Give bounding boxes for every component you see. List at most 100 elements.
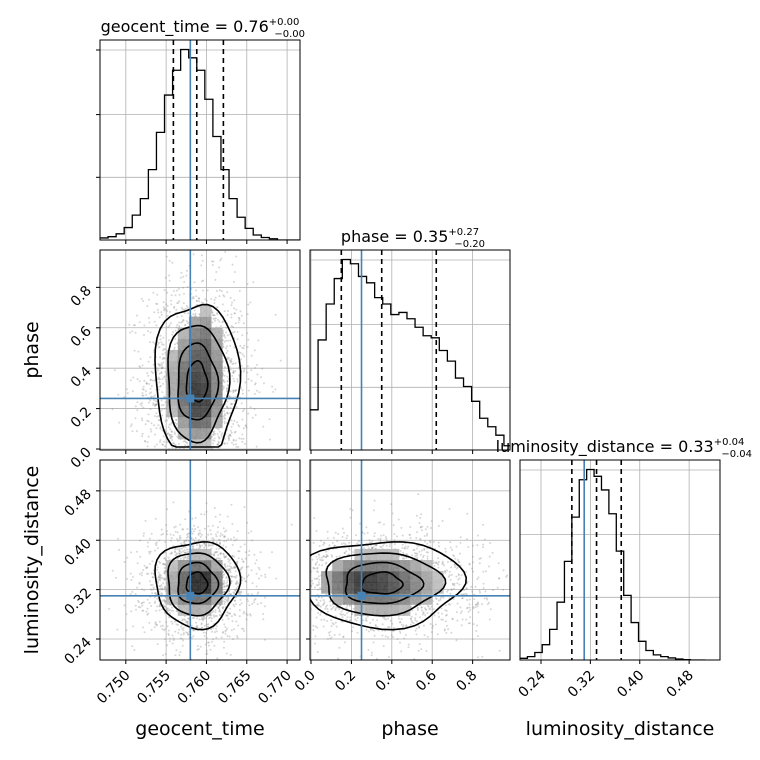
sample-point [274,313,277,316]
sample-point [183,542,186,545]
sample-point [216,550,219,553]
sample-point [229,569,232,572]
sample-point [193,539,196,542]
sample-point [272,390,275,393]
sample-point [249,614,252,617]
sample-point [343,641,346,644]
sample-point [159,439,162,442]
sample-point [143,334,145,336]
sample-point [130,578,133,581]
title-geocent-time: geocent_time = 0.76+0.00 [101,17,300,37]
sample-point [236,636,239,639]
sample-point [170,552,173,555]
sample-point [307,592,309,594]
sample-point [216,557,219,560]
sample-point [148,621,151,624]
sample-point [427,551,430,554]
sample-point [211,264,214,266]
sample-point [156,293,159,296]
sample-point [229,361,232,364]
sample-point [200,301,203,304]
sample-point [243,368,246,371]
sample-point [238,550,241,553]
sample-point [138,581,141,584]
sample-point [197,526,200,529]
sample-point [153,445,156,448]
sample-point [225,614,228,617]
sample-point [312,624,315,627]
sample-point [258,391,261,394]
sample-point [488,555,491,558]
sample-point [253,601,256,604]
sample-point [161,588,164,591]
sample-point [146,330,149,332]
sample-point [224,626,227,628]
sample-point [205,536,208,539]
sample-point [223,573,226,576]
sample-point [192,635,195,638]
sample-point [426,557,429,560]
sample-point [175,552,178,555]
sample-point [240,437,243,440]
density-cell [188,548,201,561]
sample-point [193,629,196,632]
sample-point [176,548,179,551]
ylabel-luminosity-distance: luminosity_distance [21,466,43,655]
sample-point [143,631,146,634]
sample-point [226,568,229,571]
sample-point [236,635,239,637]
sample-point [392,636,394,638]
sample-point [159,585,162,588]
sample-point [317,553,320,556]
sample-point [230,325,233,328]
sample-point [246,346,249,348]
sample-point [202,617,205,620]
sample-point [263,605,266,608]
sample-point [487,601,490,604]
sample-point [290,523,293,526]
sample-point [214,319,216,322]
sample-point [163,586,166,589]
sample-point [314,563,317,566]
sample-point [113,369,116,372]
sample-point [210,260,213,263]
sample-point [264,573,267,576]
sample-point [232,536,235,539]
sample-point [171,261,174,264]
sample-point [465,587,468,590]
sample-point [155,427,158,430]
sample-point [162,403,165,406]
sample-point [241,576,244,579]
sample-point [430,631,433,634]
sample-point [438,616,440,618]
sample-point [223,422,226,425]
density-cell [211,582,223,594]
sample-point [253,392,256,395]
sample-point [477,656,480,659]
sample-point [530,568,532,570]
sample-point [169,322,172,325]
sample-point [178,325,181,327]
sample-point [160,341,163,344]
sample-point [466,512,469,515]
sample-point [147,401,150,404]
sample-point [240,579,243,582]
sample-point [421,529,423,532]
sample-point [234,271,236,273]
sample-point [185,621,187,624]
sample-point [230,359,232,362]
sample-point [415,627,418,630]
sample-point [164,600,167,603]
sample-point [222,606,225,608]
sample-point [247,338,250,341]
sample-point [224,585,227,588]
sample-point [226,598,229,601]
sample-point [163,357,166,360]
sample-point [222,544,225,547]
sample-point [158,578,160,581]
sample-point [456,602,459,605]
density-cell [166,383,179,395]
sample-point [170,435,173,438]
sample-point [441,562,444,565]
sample-point [213,553,216,556]
